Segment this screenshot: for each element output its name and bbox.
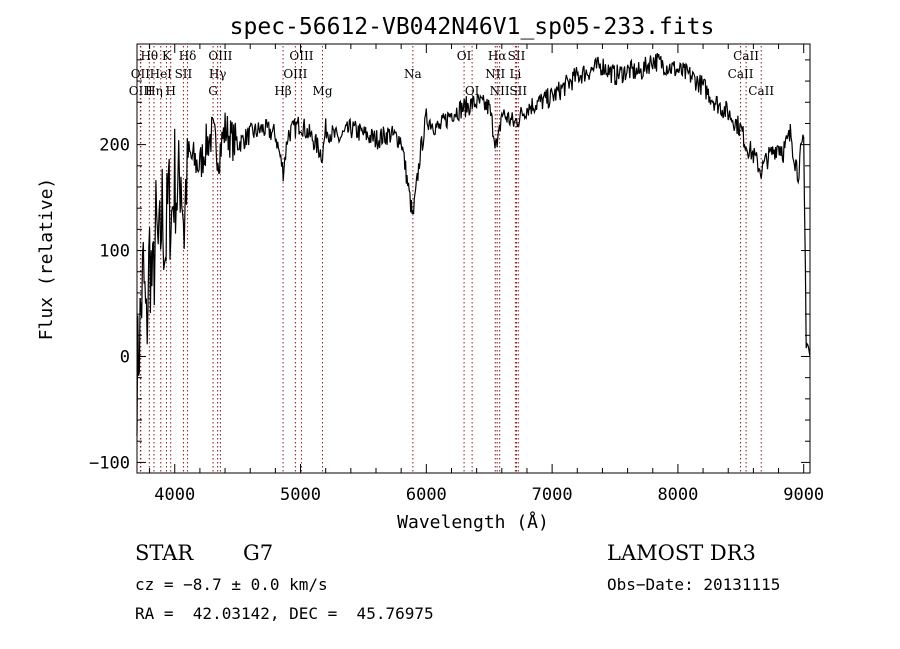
obs-date: Obs−Date: 20131115 — [607, 575, 781, 594]
line-label: H — [165, 84, 175, 98]
line-label: Na — [404, 67, 422, 81]
line-label: OIII — [283, 67, 307, 81]
line-label: OIII — [208, 49, 232, 63]
object-class: STAR — [135, 541, 194, 565]
x-axis: 4000 5000 6000 7000 8000 9000 — [149, 44, 824, 505]
spectrum-line — [136, 52, 811, 436]
line-label: Hη — [145, 84, 163, 98]
line-label: K — [162, 49, 172, 63]
line-label: Li — [509, 67, 521, 81]
line-label: Hδ — [179, 49, 197, 63]
line-label: NII — [490, 84, 510, 98]
line-label: HeI — [150, 67, 173, 81]
line-label: NII — [485, 67, 505, 81]
line-label: CaII — [748, 84, 774, 98]
y-tick-label: 200 — [99, 136, 130, 156]
line-label: OIII — [289, 49, 313, 63]
coordinates: RA = 42.03142, DEC = 45.76975 — [135, 604, 434, 623]
survey-name: LAMOST DR3 — [607, 541, 756, 565]
line-label: Mg — [313, 84, 333, 98]
line-label: Hγ — [209, 67, 227, 81]
line-label: Hθ — [140, 49, 158, 63]
emission-line-markers: HθOIIOIIIKHeIHηHδSIIHOIIIHγGOIIIOIIIHβMg… — [129, 46, 774, 473]
chart-title: spec-56612-VB042N46V1_sp05-233.fits — [230, 14, 715, 40]
y-axis: −100 0 100 200 — [89, 59, 810, 473]
subclass: G7 — [243, 541, 274, 565]
x-tick-label: 9000 — [783, 485, 824, 505]
line-label: OI — [457, 49, 472, 63]
y-tick-label: 100 — [99, 242, 130, 262]
redshift: cz = −8.7 ± 0.0 km/s — [135, 575, 328, 594]
line-label: Hα — [488, 49, 507, 63]
y-tick-label: −100 — [89, 453, 130, 473]
x-tick-label: 8000 — [657, 485, 698, 505]
line-label: CaII — [728, 67, 754, 81]
plot-frame — [136, 43, 811, 474]
line-label: G — [208, 84, 218, 98]
line-label: CaII — [733, 49, 759, 63]
line-label: Hβ — [274, 84, 291, 98]
x-tick-label: 6000 — [406, 485, 447, 505]
line-label: SII — [509, 84, 527, 98]
x-tick-label: 7000 — [532, 485, 573, 505]
y-tick-label: 0 — [120, 347, 130, 367]
line-label: OI — [465, 84, 480, 98]
x-tick-label: 5000 — [280, 485, 321, 505]
x-tick-label: 4000 — [154, 485, 195, 505]
line-label: OIII — [129, 84, 153, 98]
line-label: SII — [508, 49, 526, 63]
line-label: SII — [175, 67, 193, 81]
y-axis-label: Flux (relative) — [36, 178, 57, 341]
x-axis-label: Wavelength (Å) — [397, 511, 549, 533]
